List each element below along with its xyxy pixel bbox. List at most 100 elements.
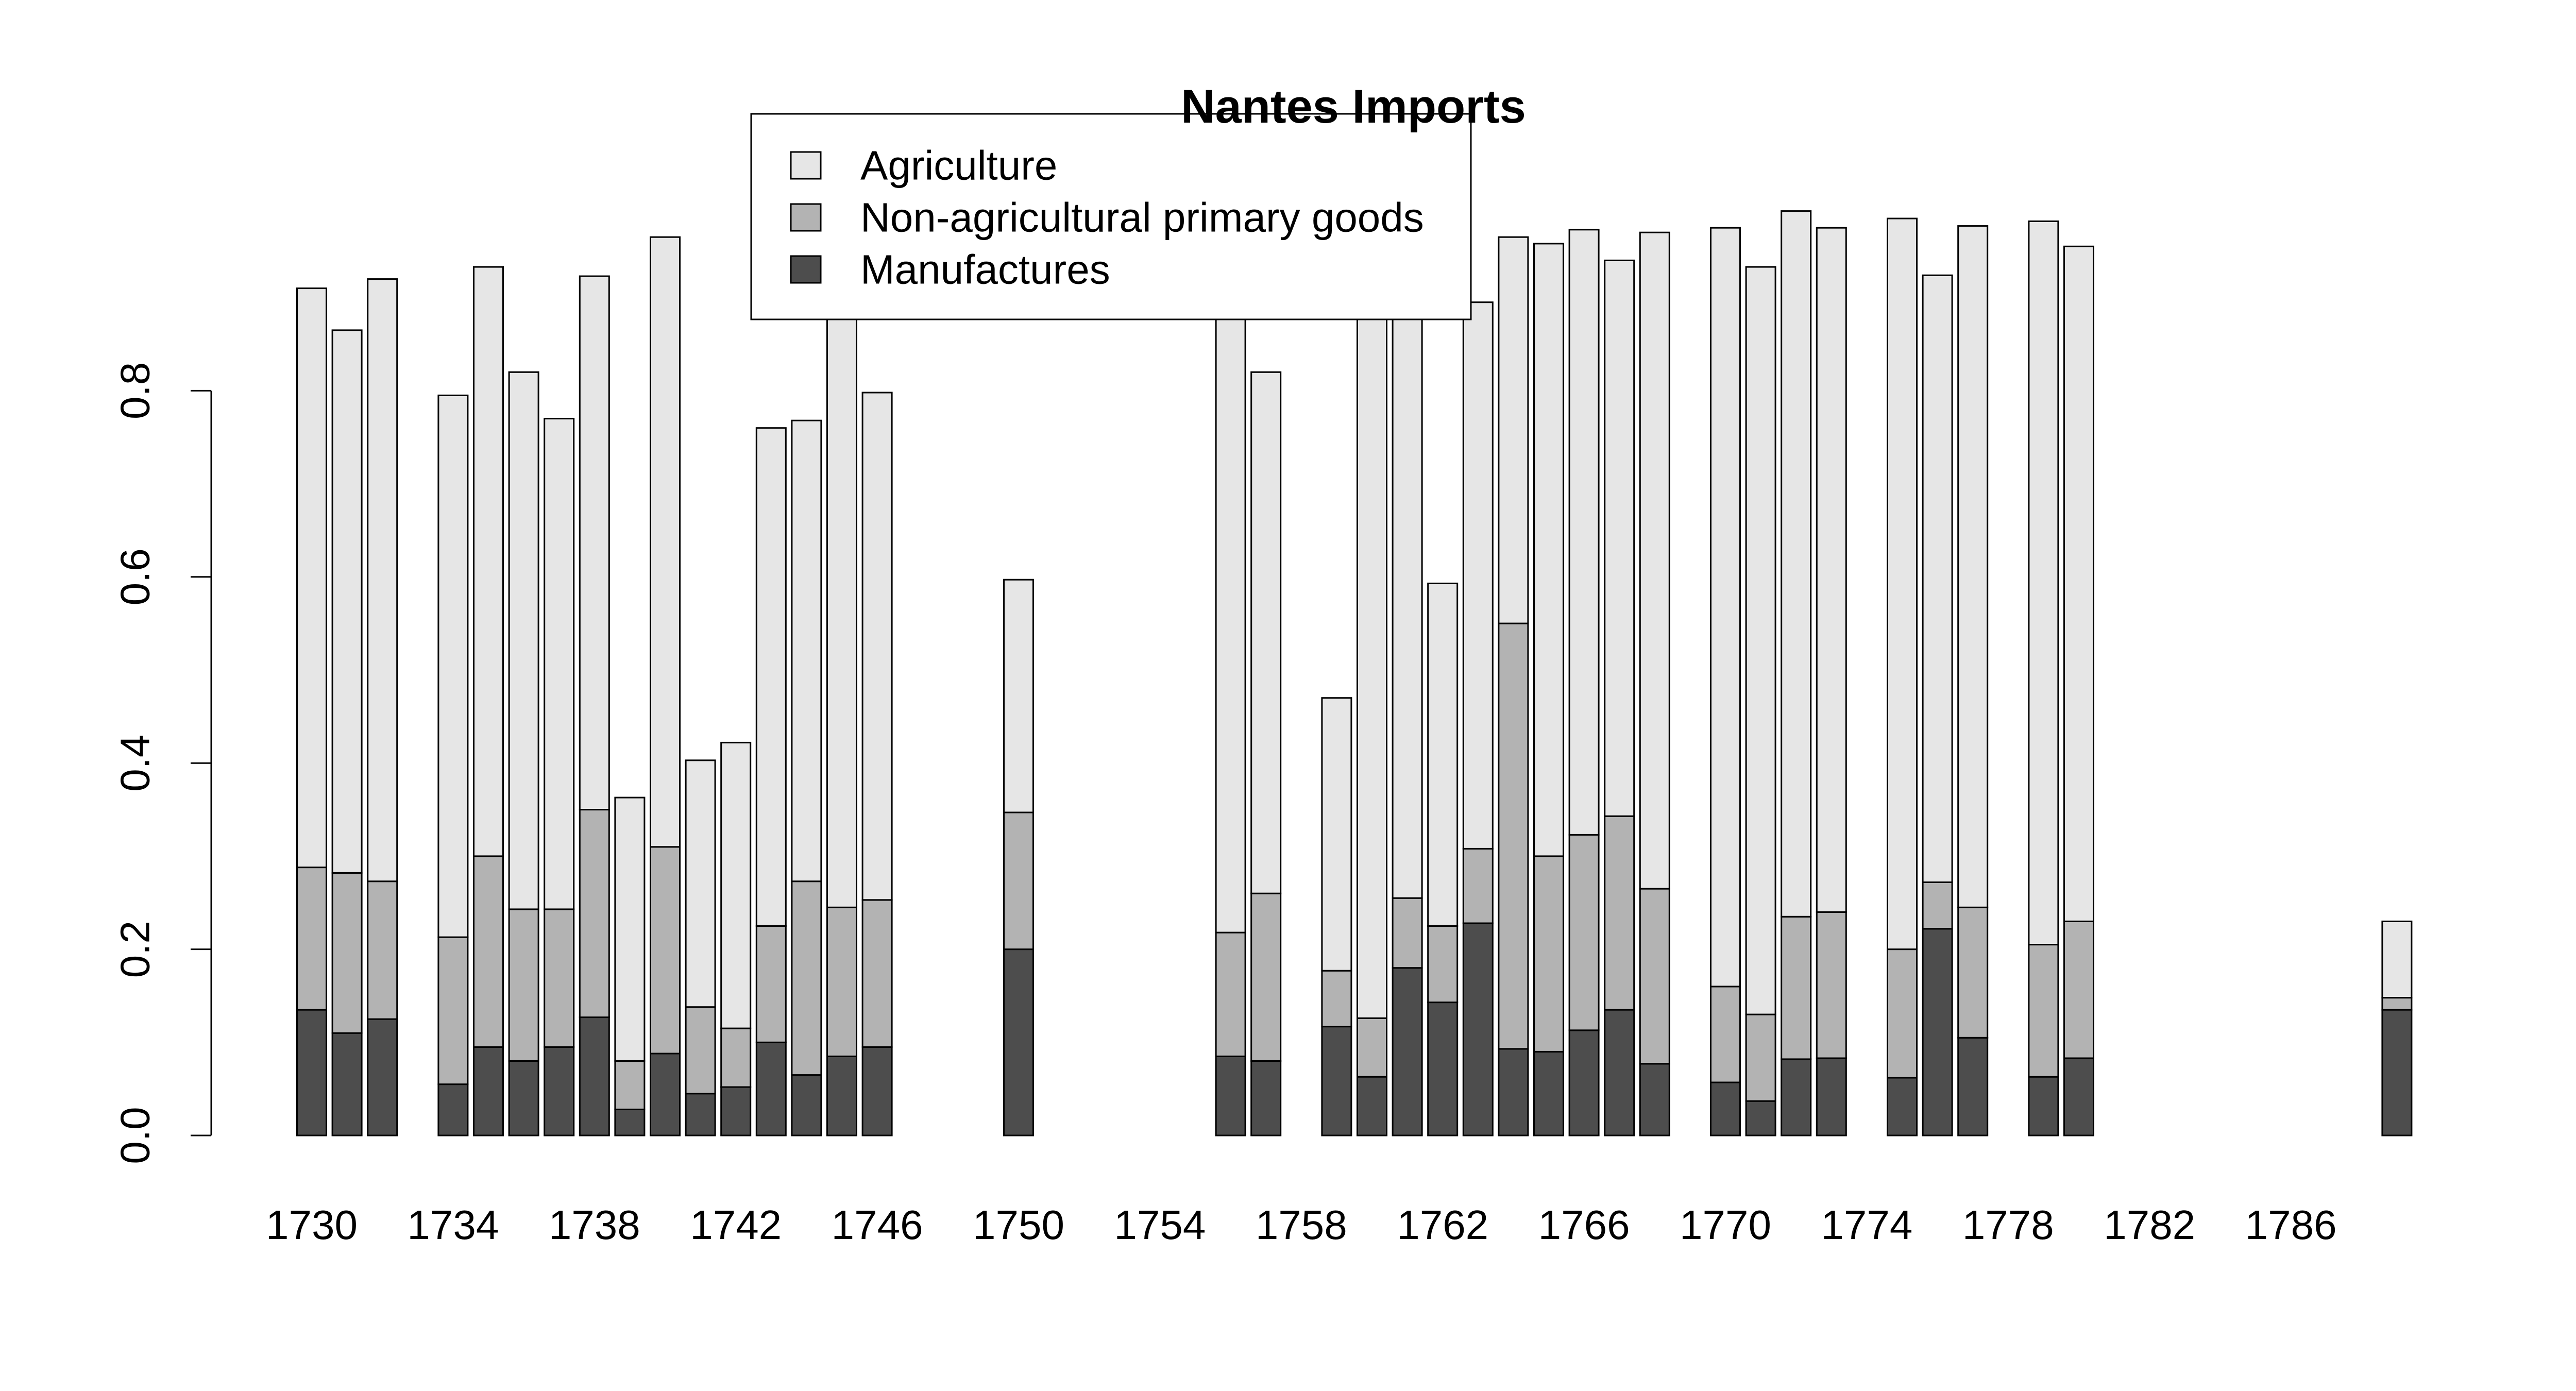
bar-agriculture-1777 — [1957, 225, 1989, 908]
bar-agriculture-1775 — [1887, 217, 1918, 951]
bar-non-agricultural-primary-goods-1739 — [614, 1060, 646, 1110]
bar-agriculture-1766 — [1568, 229, 1600, 836]
bar-non-agricultural-primary-goods-1730 — [296, 867, 327, 1011]
bar-manufactures-1770 — [1710, 1081, 1741, 1136]
x-tick-label-1770: 1770 — [1680, 1202, 1771, 1248]
chart-title: Nantes Imports — [1181, 80, 1526, 133]
x-tick-label-1758: 1758 — [1256, 1202, 1347, 1248]
x-tick-label-1734: 1734 — [407, 1202, 499, 1248]
bar-manufactures-1734 — [437, 1083, 469, 1136]
bar-agriculture-1746 — [861, 392, 893, 901]
bar-non-agricultural-primary-goods-1736 — [508, 908, 539, 1062]
bar-agriculture-1760 — [1357, 296, 1387, 1019]
bar-agriculture-1776 — [1922, 274, 1953, 883]
bar-agriculture-1761 — [1392, 298, 1423, 899]
bar-manufactures-1740 — [650, 1053, 681, 1136]
bar-non-agricultural-primary-goods-1764 — [1498, 622, 1529, 1050]
legend-swatch-manufactures — [790, 255, 822, 284]
y-tick-label-0.6: 0.6 — [112, 548, 158, 605]
bar-manufactures-1761 — [1392, 967, 1423, 1136]
x-tick-label-1742: 1742 — [690, 1202, 782, 1248]
bar-agriculture-1738 — [579, 275, 610, 810]
bar-agriculture-1742 — [720, 741, 752, 1029]
bar-non-agricultural-primary-goods-1761 — [1392, 897, 1423, 969]
x-tick-label-1782: 1782 — [2104, 1202, 2195, 1248]
bar-agriculture-1740 — [650, 236, 681, 848]
bar-non-agricultural-primary-goods-1735 — [473, 855, 504, 1048]
bar-manufactures-1735 — [473, 1046, 504, 1136]
bar-manufactures-1732 — [367, 1018, 398, 1136]
bar-non-agricultural-primary-goods-1743 — [755, 925, 787, 1043]
x-tick-label-1750: 1750 — [973, 1202, 1064, 1248]
bar-manufactures-1756 — [1215, 1055, 1246, 1136]
bar-agriculture-1763 — [1462, 301, 1494, 850]
bar-non-agricultural-primary-goods-1766 — [1568, 834, 1600, 1031]
bar-manufactures-1772 — [1781, 1058, 1812, 1136]
bar-manufactures-1776 — [1922, 928, 1953, 1136]
x-tick-label-1738: 1738 — [549, 1202, 640, 1248]
y-tick-label-0.4: 0.4 — [112, 735, 158, 792]
bar-manufactures-1745 — [826, 1055, 857, 1136]
bar-manufactures-1737 — [544, 1046, 575, 1136]
y-axis: 0.0 0.2 0.4 0.6 0.8 — [112, 362, 212, 1164]
bar-manufactures-1773 — [1816, 1057, 1847, 1136]
bar-non-agricultural-primary-goods-1768 — [1639, 888, 1670, 1065]
bar-manufactures-1743 — [755, 1041, 787, 1136]
bar-manufactures-1766 — [1568, 1029, 1600, 1136]
bar-agriculture-1764 — [1498, 236, 1529, 624]
x-axis: 1730 1734 1738 1742 1746 1750 1754 1758 1762 1766… — [266, 1202, 2337, 1248]
bar-non-agricultural-primary-goods-1762 — [1427, 925, 1459, 1004]
bar-manufactures-1744 — [791, 1074, 822, 1136]
bar-manufactures-1767 — [1604, 1009, 1635, 1136]
legend-swatch-non-agricultural-primary-goods — [790, 203, 822, 232]
bar-agriculture-1759 — [1321, 697, 1352, 972]
y-tick-label-0.0: 0.0 — [112, 1107, 158, 1164]
y-tick-label-0.2: 0.2 — [112, 921, 158, 978]
bar-agriculture-1771 — [1745, 266, 1776, 1015]
bar-non-agricultural-primary-goods-1732 — [367, 880, 398, 1020]
bar-manufactures-1764 — [1498, 1048, 1529, 1136]
x-tick-label-1766: 1766 — [1538, 1202, 1630, 1248]
x-tick-label-1774: 1774 — [1821, 1202, 1912, 1248]
bar-agriculture-1789 — [2381, 920, 2413, 999]
bar-manufactures-1789 — [2381, 1009, 2413, 1136]
bar-agriculture-1756 — [1215, 298, 1246, 934]
bar-non-agricultural-primary-goods-1770 — [1710, 986, 1741, 1083]
bar-non-agricultural-primary-goods-1771 — [1745, 1013, 1776, 1102]
x-tick-label-1746: 1746 — [832, 1202, 923, 1248]
bar-non-agricultural-primary-goods-1767 — [1604, 815, 1635, 1011]
x-tick-label-1762: 1762 — [1397, 1202, 1488, 1248]
bar-non-agricultural-primary-goods-1765 — [1533, 855, 1564, 1053]
bar-agriculture-1730 — [296, 287, 327, 869]
bar-non-agricultural-primary-goods-1780 — [2063, 920, 2094, 1059]
bar-manufactures-1779 — [2028, 1076, 2059, 1136]
bar-non-agricultural-primary-goods-1742 — [720, 1027, 752, 1088]
x-tick-label-1730: 1730 — [266, 1202, 358, 1248]
bar-agriculture-1768 — [1639, 231, 1670, 890]
bar-manufactures-1768 — [1639, 1063, 1670, 1136]
bar-manufactures-1780 — [2063, 1057, 2094, 1136]
bar-manufactures-1742 — [720, 1086, 752, 1136]
bar-non-agricultural-primary-goods-1740 — [650, 846, 681, 1055]
bar-agriculture-1770 — [1710, 227, 1741, 988]
bar-non-agricultural-primary-goods-1776 — [1922, 881, 1953, 930]
bar-non-agricultural-primary-goods-1779 — [2028, 944, 2059, 1078]
legend-swatch-agriculture — [790, 151, 822, 180]
bar-agriculture-1743 — [755, 427, 787, 927]
bar-agriculture-1757 — [1250, 371, 1282, 894]
bar-agriculture-1745 — [826, 297, 857, 908]
bar-agriculture-1741 — [685, 759, 716, 1008]
legend-label-manufactures: Manufactures — [860, 247, 1110, 293]
bar-non-agricultural-primary-goods-1760 — [1357, 1017, 1387, 1078]
bar-manufactures-1736 — [508, 1060, 539, 1136]
bar-manufactures-1765 — [1533, 1050, 1564, 1136]
bar-agriculture-1736 — [508, 371, 539, 910]
bar-non-agricultural-primary-goods-1775 — [1887, 948, 1918, 1079]
bar-non-agricultural-primary-goods-1750 — [1003, 811, 1034, 951]
bar-non-agricultural-primary-goods-1759 — [1321, 970, 1352, 1028]
bar-manufactures-1730 — [296, 1009, 327, 1136]
bar-agriculture-1750 — [1003, 579, 1034, 813]
bars-group — [296, 210, 2413, 1136]
bar-agriculture-1739 — [614, 796, 646, 1062]
bar-manufactures-1775 — [1887, 1077, 1918, 1136]
